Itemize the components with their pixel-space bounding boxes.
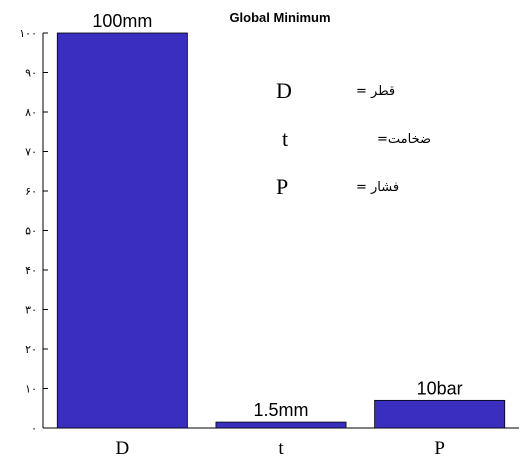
category-label-t: t: [278, 438, 284, 459]
y-tick-label: ۶۰: [25, 185, 37, 198]
annotation-symbol-t: t: [282, 126, 288, 151]
y-tick-label: ۰: [31, 422, 37, 435]
annotation-block: D قطر = t ضخامت= P فشار =: [276, 78, 431, 199]
bar-t: [215, 421, 347, 429]
bar-p: [374, 399, 506, 429]
annotation-symbol-p: P: [276, 174, 288, 199]
y-tick-label: ۹۰: [25, 67, 37, 80]
y-tick-label: ۴۰: [25, 264, 37, 277]
y-ticks: ۰ ۱۰ ۲۰ ۳۰ ۴۰ ۵۰ ۶۰ ۷۰ ۸۰ ۹۰ ۱۰۰: [19, 27, 48, 435]
chart-title: Global Minimum: [229, 10, 330, 25]
y-tick-label: ۸۰: [25, 106, 37, 119]
category-label-p: P: [434, 438, 445, 459]
category-label-d: D: [115, 438, 129, 459]
bars: [56, 32, 506, 429]
annotation-symbol-d: D: [276, 78, 292, 103]
y-tick-label: ۵۰: [25, 225, 37, 238]
annotation-text-p: فشار =: [356, 180, 399, 195]
bar-d: [56, 32, 188, 429]
y-tick-label: ۲۰: [25, 343, 37, 356]
value-label-p: 10bar: [417, 378, 463, 398]
y-tick-label: ۳۰: [25, 304, 37, 317]
y-tick-label: ۱۰: [25, 383, 37, 396]
annotation-text-d: قطر =: [356, 84, 395, 99]
y-tick-label: ۷۰: [25, 146, 37, 159]
value-label-t: 1.5mm: [253, 400, 308, 420]
annotation-text-t: ضخامت=: [377, 132, 431, 147]
value-labels: 100mm 1.5mm 10bar: [92, 11, 462, 420]
value-label-d: 100mm: [92, 11, 152, 31]
y-tick-label: ۱۰۰: [19, 27, 37, 40]
